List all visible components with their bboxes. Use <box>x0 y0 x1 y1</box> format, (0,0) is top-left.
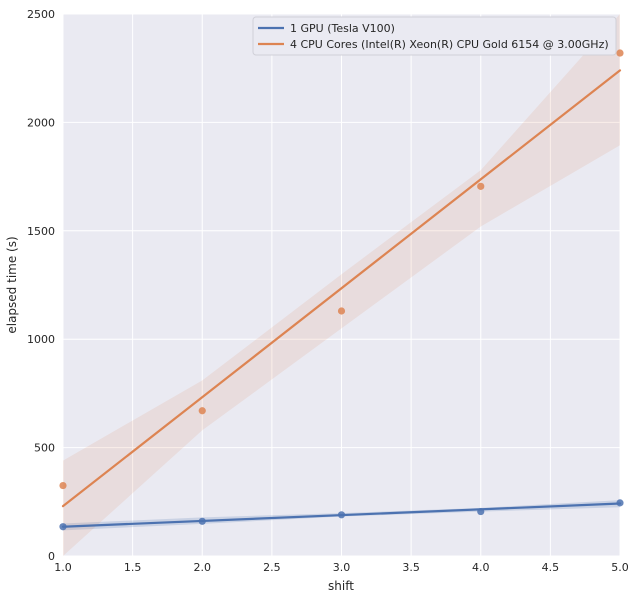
x-tick-label: 1.5 <box>124 561 142 574</box>
legend-box <box>252 16 617 56</box>
grid <box>62 13 621 557</box>
data-point-gpu <box>616 499 624 507</box>
x-tick-label: 3.0 <box>333 561 351 574</box>
data-point-cpu <box>337 307 346 315</box>
y-tick-label: 2500 <box>27 8 55 21</box>
x-tick-label: 5.0 <box>611 561 629 574</box>
x-tick-label: 4.0 <box>472 561 490 574</box>
data-point-cpu <box>477 182 485 190</box>
x-tick-label: 2.0 <box>194 561 212 574</box>
x-ticks: 1.0 1.5 2.0 2.5 3.0 3.5 4.0 4.5 5.0 <box>54 561 629 574</box>
legend-label-cpu: 4 CPU Cores (Intel(R) Xeon(R) CPU Gold 6… <box>290 38 609 51</box>
data-point-cpu <box>198 407 206 415</box>
data-point-cpu <box>59 481 67 490</box>
fit-line-cpu <box>61 69 622 508</box>
y-ticks: 0 500 1000 1500 2000 2500 <box>27 8 55 563</box>
legend: 1 GPU (Tesla V100) 4 CPU Cores (Intel(R)… <box>252 16 617 56</box>
data-point-gpu <box>59 523 67 531</box>
x-axis-label: shift <box>328 579 354 593</box>
y-axis-label: elapsed time (s) <box>5 236 19 333</box>
data-point-gpu <box>477 507 485 516</box>
x-tick-label: 2.5 <box>263 561 281 574</box>
x-tick-label: 3.5 <box>402 561 420 574</box>
x-tick-label: 4.5 <box>542 561 560 574</box>
y-tick-label: 1000 <box>27 333 55 346</box>
data-point-gpu <box>198 517 206 525</box>
y-tick-label: 2000 <box>27 116 55 129</box>
data-point-gpu <box>337 511 346 519</box>
data-points <box>59 49 624 531</box>
y-tick-label: 500 <box>34 442 55 455</box>
confidence-band-cpu <box>63 14 620 556</box>
x-tick-label: 1.0 <box>54 561 72 574</box>
legend-label-gpu: 1 GPU (Tesla V100) <box>290 22 395 35</box>
y-tick-label: 1500 <box>27 225 55 238</box>
data-point-cpu <box>616 49 624 57</box>
y-tick-label: 0 <box>48 550 55 563</box>
